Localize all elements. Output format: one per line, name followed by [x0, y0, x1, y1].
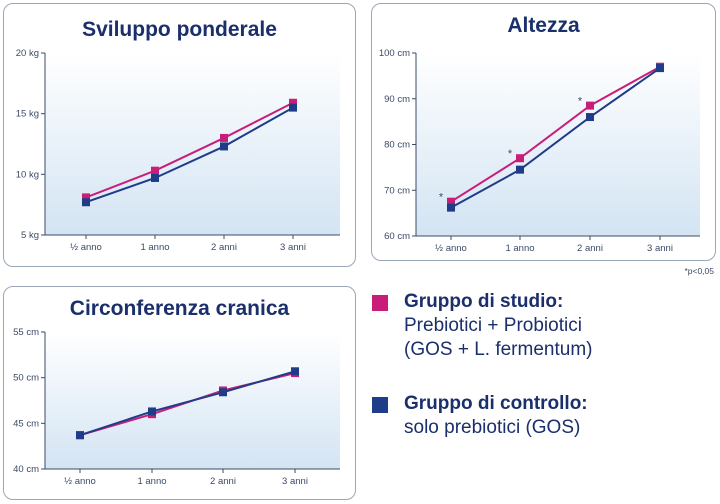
x-tick-label: 1 anno — [140, 242, 169, 253]
legend-study-line1: Prebiotici + Probiotici — [404, 315, 582, 336]
x-tick-label: 2 anni — [577, 243, 603, 254]
data-point-control — [656, 64, 664, 73]
data-point-study — [586, 101, 594, 110]
data-point-control — [219, 388, 227, 397]
x-tick-label: ½ anno — [64, 476, 96, 487]
y-tick-label: 60 cm — [384, 231, 410, 242]
data-point-control — [148, 407, 156, 416]
data-point-study — [447, 197, 455, 206]
y-tick-label: 10 kg — [16, 169, 39, 180]
data-point-control — [76, 431, 84, 440]
y-tick-label: 100 cm — [379, 48, 410, 59]
chart-title: Sviluppo ponderale — [82, 18, 277, 41]
legend-study-head: Gruppo di studio: — [404, 291, 564, 312]
y-tick-label: 40 cm — [13, 464, 39, 475]
legend-study-line2: (GOS + L. fermentum) — [404, 339, 593, 360]
y-tick-label: 70 cm — [384, 185, 410, 196]
legend-swatch-study — [372, 295, 388, 311]
data-point-control — [220, 142, 228, 151]
significance-star: * — [508, 148, 513, 160]
x-tick-label: 3 anni — [280, 242, 306, 253]
plot-area — [416, 53, 700, 236]
legend-control-line1: solo prebiotici (GOS) — [404, 417, 581, 438]
data-point-control — [516, 165, 524, 174]
series-line-control — [79, 370, 296, 437]
data-point-control — [291, 367, 299, 376]
data-point-study — [220, 133, 228, 142]
significance-star: * — [439, 192, 444, 204]
y-tick-label: 15 kg — [16, 109, 39, 120]
y-tick-label: 90 cm — [384, 94, 410, 105]
x-tick-label: 1 anno — [137, 476, 166, 487]
y-tick-label: 50 cm — [13, 373, 39, 384]
series-line-control — [85, 106, 294, 204]
x-tick-label: 3 anni — [647, 243, 673, 254]
series-line-control — [450, 67, 661, 209]
significance-footnote: *p<0,05 — [684, 266, 714, 276]
y-tick-label: 80 cm — [384, 140, 410, 151]
data-point-control — [289, 103, 297, 112]
y-tick-label: 20 kg — [16, 48, 39, 59]
data-point-control — [151, 173, 159, 182]
x-tick-label: 1 anno — [505, 243, 534, 254]
x-tick-label: ½ anno — [435, 243, 467, 254]
data-point-study — [151, 166, 159, 175]
x-tick-label: 3 anni — [282, 476, 308, 487]
x-tick-label: 2 anni — [210, 476, 236, 487]
chart-title: Circonferenza cranica — [69, 297, 290, 320]
y-tick-label: 5 kg — [21, 230, 39, 241]
data-point-study — [516, 154, 524, 163]
plot-area — [45, 53, 340, 235]
chart-title: Altezza — [507, 14, 580, 37]
x-tick-label: 2 anni — [211, 242, 237, 253]
significance-star: * — [578, 96, 583, 108]
y-tick-label: 45 cm — [13, 418, 39, 429]
data-point-control — [447, 203, 455, 212]
legend-control-head: Gruppo di controllo: — [404, 393, 588, 414]
series-line-study — [85, 101, 294, 199]
y-tick-label: 55 cm — [13, 327, 39, 338]
data-point-study — [289, 98, 297, 107]
series-line-study — [450, 65, 661, 203]
data-point-control — [586, 113, 594, 122]
data-point-control — [82, 198, 90, 207]
legend-swatch-control — [372, 397, 388, 413]
data-point-study — [82, 193, 90, 202]
x-tick-label: ½ anno — [70, 242, 102, 253]
